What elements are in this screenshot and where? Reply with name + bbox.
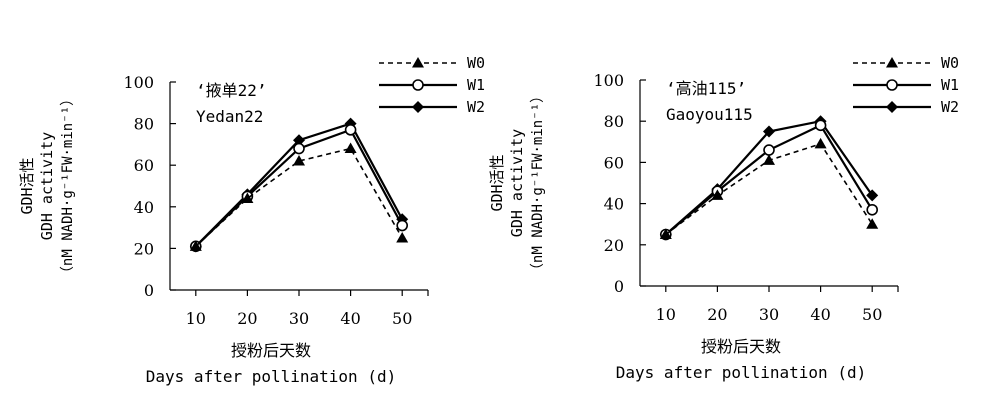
legend-label-w1: W1 (941, 76, 959, 94)
y-axis-label-cn: GDH活性 (488, 154, 506, 211)
y-tick-label: 60 (134, 156, 154, 175)
y-axis-label: GDH活性 GDH activity （nM NADH·g⁻¹FW·min⁻¹） (18, 92, 76, 280)
data-point-w1 (866, 203, 879, 216)
series-line-w0 (195, 147, 403, 247)
y-tick-label: 0 (144, 281, 154, 300)
x-tick-label: 40 (340, 309, 360, 328)
y-tick-label: 20 (134, 239, 154, 258)
y-tick-label: 100 (123, 73, 154, 92)
x-axis-label-cn: 授粉后天数 (701, 337, 781, 356)
legend-marker-w0 (886, 57, 898, 68)
data-point-w2 (763, 125, 775, 138)
y-tick-label: 100 (593, 71, 624, 90)
data-point-w1 (344, 124, 357, 136)
legend-label-w1: W1 (467, 76, 485, 94)
series-line-w1 (665, 123, 874, 236)
y-axis-label-en: GDH activity (38, 132, 56, 240)
x-axis-label-en: Days after pollination (d) (616, 363, 866, 382)
y-tick-label: 20 (604, 236, 624, 255)
y-axis-label-cn: GDH活性 (18, 157, 36, 214)
legend-label-w0: W0 (941, 54, 959, 72)
y-axis-label-unit: （nM NADH·g⁻¹FW·min⁻¹） (530, 89, 546, 277)
data-point-w0 (293, 155, 305, 166)
y-tick-label: 40 (604, 195, 624, 214)
legend-marker-w1 (412, 79, 424, 91)
x-tick-label: 30 (289, 309, 309, 328)
y-tick-label: 80 (134, 115, 154, 134)
x-tick-label: 20 (237, 309, 257, 328)
chart-panel-2: 0 20 40 60 80 100 10 20 30 40 50 ‘高油115’ Gaoyou115 W0… (488, 54, 959, 382)
data-point-w1 (396, 219, 409, 232)
x-tick-label: 10 (186, 309, 206, 328)
chart-title-cn: ‘掖单22’ (196, 81, 267, 100)
series-line-w2 (665, 119, 874, 236)
data-point-w0 (189, 240, 202, 251)
legend-label-w2: W2 (941, 98, 959, 116)
x-tick-label: 20 (707, 305, 727, 324)
data-point-w2 (344, 117, 357, 130)
data-point-w1 (814, 119, 827, 132)
x-axis-label-cn: 授粉后天数 (231, 341, 311, 360)
legend-marker-w2 (412, 101, 424, 113)
data-point-w0 (814, 137, 827, 149)
data-point-w2 (293, 134, 305, 147)
y-axis-label-en: GDH activity (508, 129, 526, 237)
data-point-w0 (659, 228, 672, 239)
data-point-w1 (293, 142, 305, 155)
data-point-w0 (763, 154, 775, 165)
x-tick-label: 30 (759, 305, 779, 324)
x-axis-label-en: Days after pollination (d) (146, 367, 396, 386)
chart-title-en: Yedan22 (196, 107, 263, 126)
data-point-w1 (763, 144, 775, 156)
chart-title-en: Gaoyou115 (666, 105, 753, 124)
data-point-w0 (396, 232, 409, 243)
chart-title-cn: ‘高油115’ (666, 79, 746, 98)
y-tick-label: 80 (604, 112, 624, 131)
legend: W0 W1 W2 (379, 54, 485, 116)
x-tick-label: 50 (392, 309, 412, 328)
legend-label-w0: W0 (467, 54, 485, 72)
y-tick-label: 60 (604, 153, 624, 172)
y-tick-label: 40 (134, 198, 154, 217)
y-axis-label: GDH活性 GDH activity （nM NADH·g⁻¹FW·min⁻¹） (488, 89, 546, 277)
legend-marker-w2 (886, 101, 898, 113)
legend-marker-w1 (886, 79, 898, 91)
y-tick-label: 0 (614, 277, 624, 296)
x-tick-label: 10 (656, 305, 676, 324)
data-point-w0 (866, 218, 879, 229)
x-tick-label: 40 (810, 305, 830, 324)
x-tick-label: 50 (862, 305, 882, 324)
data-point-w0 (344, 142, 357, 154)
data-point-w0 (711, 189, 724, 200)
legend-label-w2: W2 (467, 98, 485, 116)
data-point-w2 (866, 189, 879, 202)
data-point-w0 (241, 192, 254, 203)
y-axis-label-unit: （nM NADH·g⁻¹FW·min⁻¹） (60, 92, 76, 280)
legend-marker-w0 (412, 57, 424, 68)
legend: W0 W1 W2 (853, 54, 959, 116)
